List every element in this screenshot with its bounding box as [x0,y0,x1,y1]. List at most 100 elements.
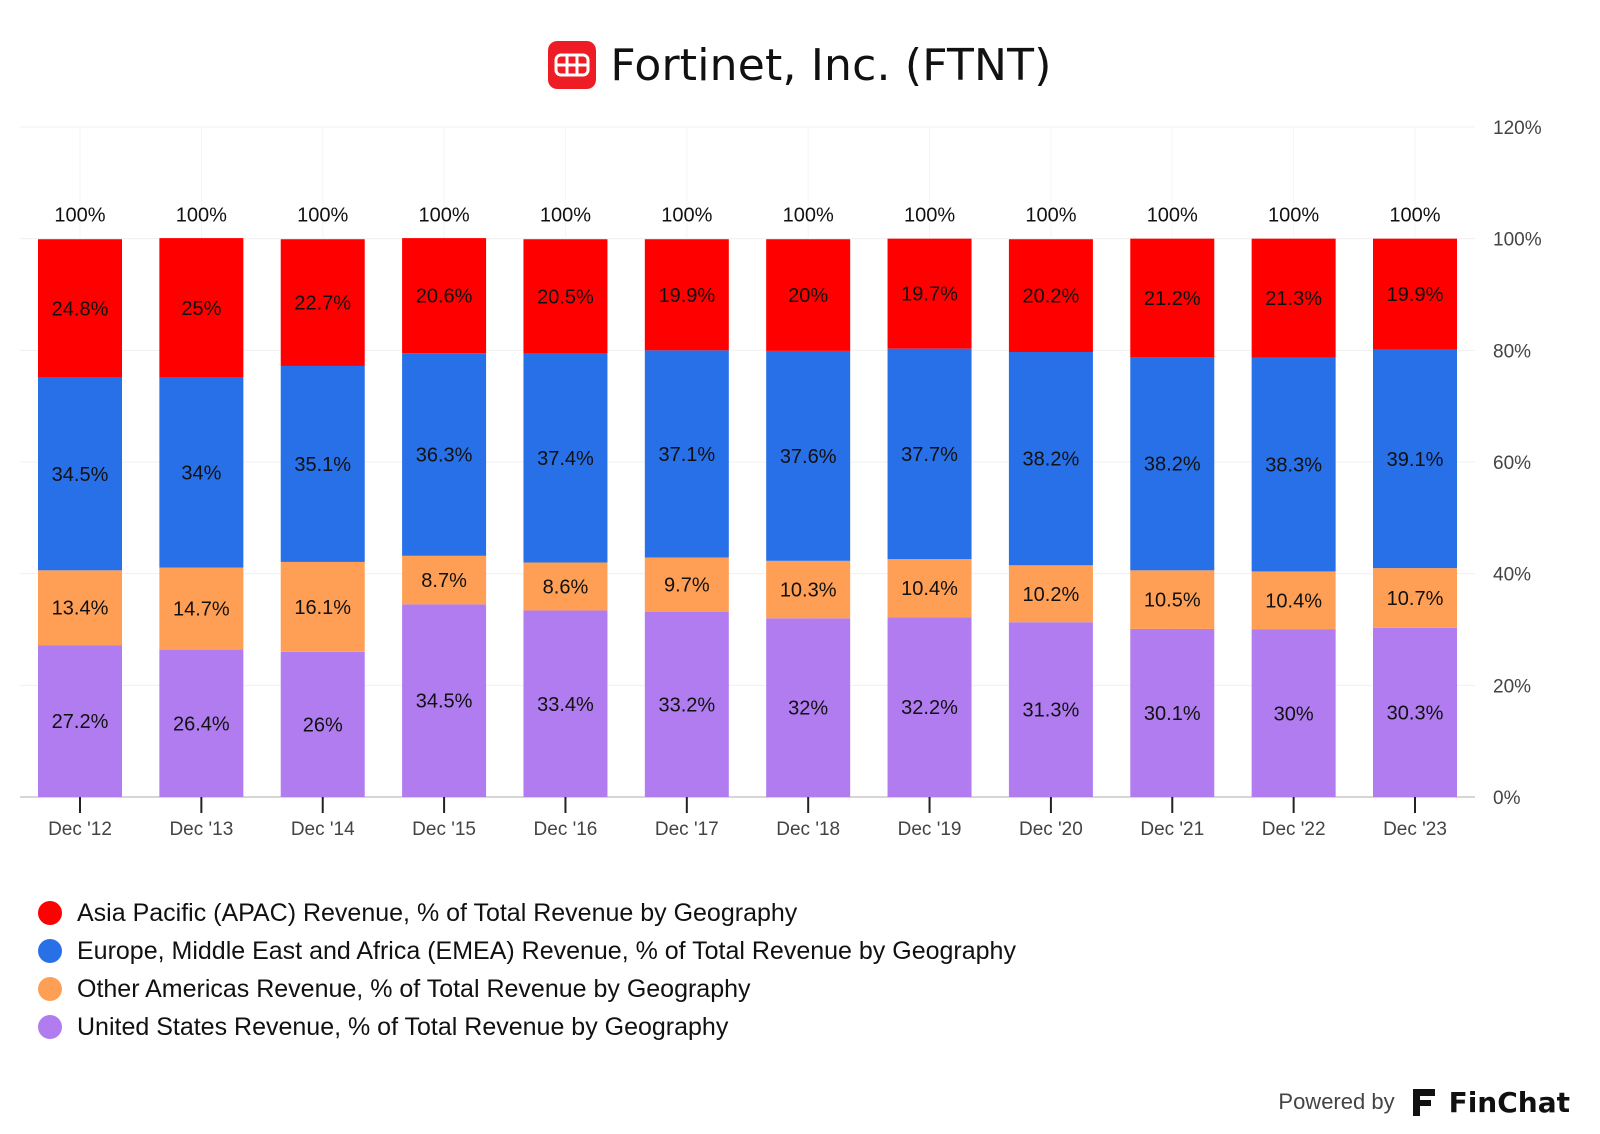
x-tick-label: Dec '22 [1262,819,1326,840]
bar-segment [159,567,244,650]
total-label: 100% [297,205,348,227]
legend-label: Asia Pacific (APAC) Revenue, % of Total … [77,898,798,927]
bar-segment [523,610,608,797]
total-label: 100% [540,205,591,227]
footer: Powered by FinChat [1278,1085,1570,1119]
finchat-logo-icon [1412,1089,1435,1116]
data-label: 19.9% [658,285,715,307]
data-label: 21.2% [1144,288,1201,310]
bar-segment [402,555,487,605]
legend-item: Other Americas Revenue, % of Total Reven… [38,970,1016,1008]
total-label: 100% [1025,205,1076,227]
bar-segment [1008,352,1093,566]
data-label: 27.2% [52,711,109,733]
bar-segment [1251,629,1336,797]
data-label: 36.3% [416,444,473,466]
data-label: 10.3% [780,580,837,602]
bar-segment [38,570,122,646]
bar-segment [38,377,122,571]
bar-segment [523,239,608,354]
y-tick-label: 40% [1493,565,1531,586]
bar-segment [887,617,972,797]
bar-segment [1373,627,1457,797]
legend-swatch [38,901,62,925]
bar-segment [1130,628,1215,797]
bar-segment [1373,238,1457,350]
total-label: 100% [1147,205,1198,227]
total-label: 100% [904,205,955,227]
bar-segment [766,350,851,561]
bar-segment [1130,357,1215,571]
bar-segment [644,350,729,558]
legend-swatch [38,1015,62,1039]
bar-segment [159,377,244,568]
bar-segment [1130,238,1215,358]
bar-segment [402,353,487,556]
data-label: 24.8% [52,298,109,320]
y-tick-label: 120% [1493,118,1542,139]
y-tick-label: 80% [1493,341,1531,362]
bar-segment [523,562,608,611]
data-label: 21.3% [1265,288,1322,310]
data-label: 9.7% [664,575,710,597]
data-label: 10.5% [1144,590,1201,612]
stacked-bar-chart: 0% 20% 40% 60% 80% 100% 120% 27.2% 13.4% 34.5% 24.… [20,118,1542,840]
total-label: 100% [1389,205,1440,227]
bar-segment [523,353,608,563]
chart-title: Fortinet, Inc. (FTNT) [610,39,1052,91]
data-label: 20.2% [1023,286,1080,308]
legend-swatch [38,977,62,1001]
data-label: 35.1% [294,454,351,476]
bar-segment [1130,570,1215,629]
powered-by-text: Powered by [1278,1089,1395,1114]
data-label: 19.9% [1387,284,1444,306]
y-tick-label: 0% [1493,788,1521,809]
legend-label: Europe, Middle East and Africa (EMEA) Re… [77,936,1016,965]
x-tick-label: Dec '19 [898,819,962,840]
legend-label: Other Americas Revenue, % of Total Reven… [77,974,751,1003]
x-tick-label: Dec '21 [1140,819,1204,840]
data-label: 37.6% [780,446,837,468]
legend-item: Asia Pacific (APAC) Revenue, % of Total … [38,894,1016,932]
bar-segment [644,611,729,797]
bar-segment [887,238,972,349]
bar-segment [766,560,851,619]
bar-segment [402,604,487,797]
x-tick-label: Dec '20 [1019,819,1083,840]
data-label: 32.2% [901,697,958,719]
bar-segment [280,561,365,652]
bar-segment [1251,238,1336,358]
bar-segment [887,348,972,560]
legend-item: United States Revenue, % of Total Revenu… [38,1008,1016,1046]
total-label: 100% [54,205,105,227]
bar-segment [1251,571,1336,630]
bar-segment [1251,357,1336,572]
data-label: 26.4% [173,713,230,735]
legend-item: Europe, Middle East and Africa (EMEA) Re… [38,932,1016,970]
bar-segment [1008,565,1093,623]
data-label: 20.5% [537,286,594,308]
y-tick-label: 60% [1493,453,1531,474]
x-tick-label: Dec '13 [169,819,233,840]
data-label: 31.3% [1023,700,1080,722]
data-label: 10.7% [1387,588,1444,610]
bar-segment [887,559,972,618]
x-tick-label: Dec '16 [534,819,598,840]
data-label: 10.4% [1265,590,1322,612]
data-label: 10.2% [1023,584,1080,606]
data-label: 20% [788,285,828,307]
data-label: 33.2% [658,694,715,716]
bar-segment [402,238,487,354]
data-label: 22.7% [294,293,351,315]
data-label: 38.2% [1023,449,1080,471]
x-tick-label: Dec '18 [776,819,840,840]
bar-segment [38,239,122,378]
total-label: 100% [661,205,712,227]
data-label: 19.7% [901,284,958,306]
finchat-brand-text: FinChat [1448,1085,1570,1119]
y-tick-label: 20% [1493,676,1531,697]
data-label: 38.2% [1144,454,1201,476]
total-label: 100% [1268,205,1319,227]
bar-segment [38,645,122,797]
bar-segment [1373,568,1457,628]
